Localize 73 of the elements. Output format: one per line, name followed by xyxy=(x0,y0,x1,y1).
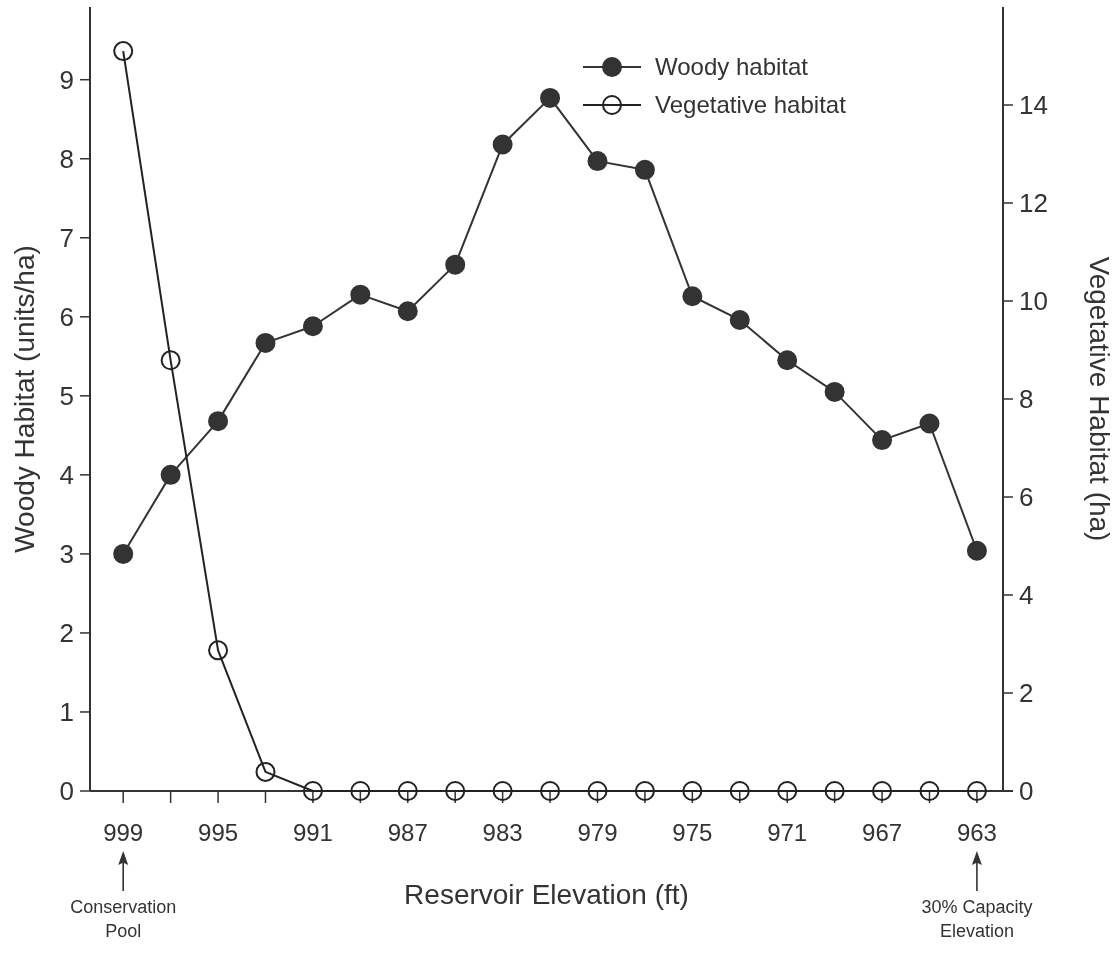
point xyxy=(824,381,845,402)
point xyxy=(919,413,940,434)
point xyxy=(492,134,513,155)
x-tick-label: 991 xyxy=(292,819,333,846)
x-tick-label: 999 xyxy=(103,819,144,846)
y2-tick-label: 12 xyxy=(1019,188,1048,219)
point xyxy=(350,781,371,801)
point xyxy=(872,430,893,451)
y2-tick-label: 8 xyxy=(1019,384,1034,415)
x-tick-label: 995 xyxy=(198,819,239,846)
point xyxy=(160,464,181,485)
point xyxy=(729,309,750,330)
point xyxy=(397,781,418,801)
y2-tick-label: 10 xyxy=(1019,286,1048,317)
x-tick-label: 979 xyxy=(577,819,618,846)
point xyxy=(208,411,229,432)
y2-tick-label: 4 xyxy=(1019,580,1034,611)
point xyxy=(255,332,276,353)
point xyxy=(302,781,323,801)
y2-tick-label: 2 xyxy=(1019,678,1034,709)
point xyxy=(587,781,608,801)
point xyxy=(872,781,893,801)
point xyxy=(824,781,845,801)
y-tick-label: 2 xyxy=(59,618,74,649)
x-tick-label: 967 xyxy=(862,819,903,846)
point xyxy=(255,761,276,782)
point xyxy=(208,640,229,661)
text: 30% Capacity Elevation xyxy=(921,897,1033,941)
x-tick-label: 975 xyxy=(672,819,713,846)
point xyxy=(634,781,655,801)
y2-tick-label: 14 xyxy=(1019,90,1048,121)
point xyxy=(919,781,940,801)
point xyxy=(445,254,466,275)
legend-label: Vegetative habitat xyxy=(655,91,847,119)
point xyxy=(682,781,703,801)
x-tick-label: 963 xyxy=(956,819,997,846)
y-tick-label: 1 xyxy=(59,697,74,728)
y-tick-label: 7 xyxy=(59,222,74,253)
y-tick-label: 4 xyxy=(59,459,74,490)
point xyxy=(540,781,561,801)
y-tick-label: 6 xyxy=(59,301,74,332)
x-axis-title: Reservoir Elevation (ft) xyxy=(404,879,689,910)
legend-label: Woody habitat xyxy=(655,53,809,81)
y-tick-label: 0 xyxy=(59,776,74,807)
point xyxy=(966,540,987,561)
text: Conservation Pool xyxy=(70,897,177,941)
point xyxy=(682,286,703,307)
y-tick-label: 9 xyxy=(59,64,74,95)
point xyxy=(540,87,561,108)
point xyxy=(777,350,798,371)
point xyxy=(445,781,466,801)
point xyxy=(634,159,655,180)
x-tick-label: 971 xyxy=(767,819,808,846)
point xyxy=(587,151,608,172)
x-tick-label: 983 xyxy=(482,819,523,846)
y2-axis-title: Vegetative Habitat (ha) xyxy=(1084,256,1112,542)
point xyxy=(160,350,181,371)
point xyxy=(492,781,513,801)
y-tick-label: 5 xyxy=(59,380,74,411)
point xyxy=(350,284,371,305)
y2-tick-label: 0 xyxy=(1019,776,1034,807)
x-tick-label: 987 xyxy=(387,819,428,846)
point xyxy=(777,781,798,801)
y-axis-title: Woody Habitat (units/ha) xyxy=(9,245,40,553)
point xyxy=(729,781,750,801)
y-tick-label: 3 xyxy=(59,539,74,569)
point xyxy=(113,543,134,564)
point xyxy=(966,781,987,801)
point xyxy=(302,316,323,337)
point xyxy=(113,41,134,62)
y-tick-label: 8 xyxy=(59,143,74,174)
point xyxy=(397,301,418,322)
y2-tick-label: 6 xyxy=(1019,482,1034,513)
